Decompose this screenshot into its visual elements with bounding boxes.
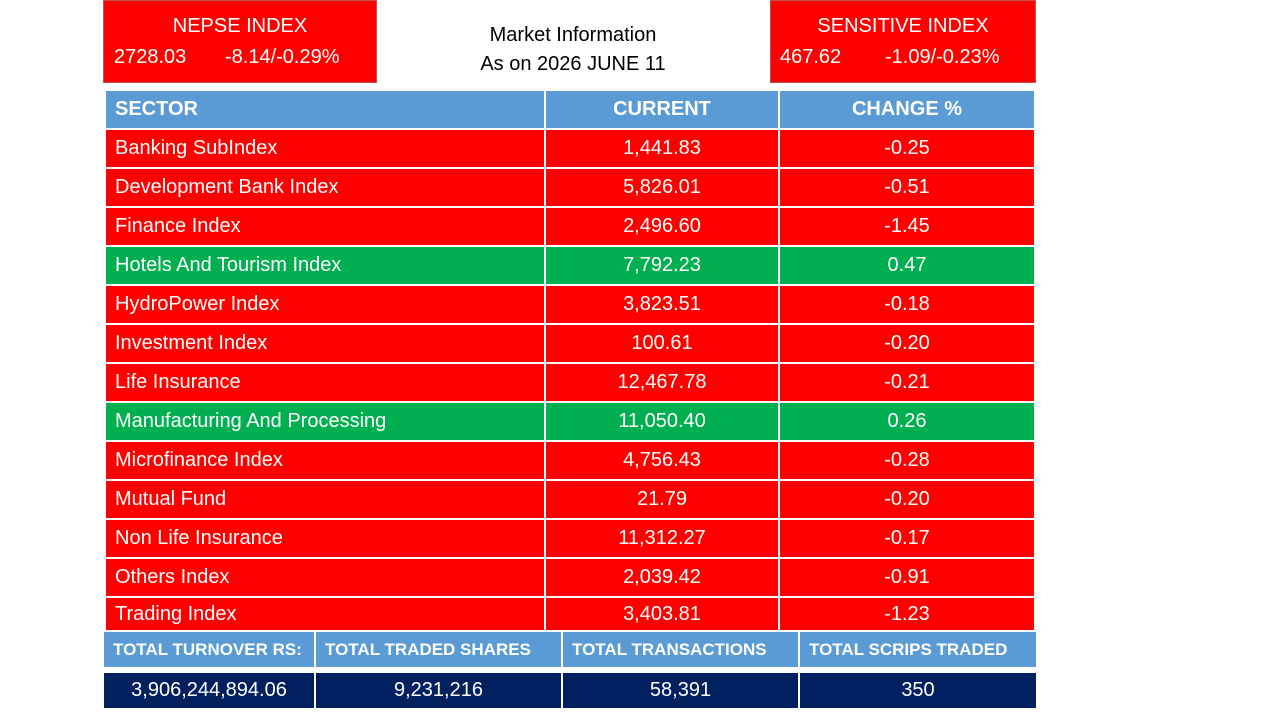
change-value: 0.26	[779, 402, 1035, 441]
sector-name: Mutual Fund	[105, 480, 545, 519]
change-value: -0.25	[779, 129, 1035, 168]
sensitive-title: SENSITIVE INDEX	[817, 15, 989, 37]
sector-name: Others Index	[105, 558, 545, 597]
sector-name: Banking SubIndex	[105, 129, 545, 168]
current-value: 2,039.42	[545, 558, 779, 597]
nepse-box: NEPSE INDEX 2728.03 -8.14/-0.29%	[103, 0, 377, 83]
change-value: -0.28	[779, 441, 1035, 480]
nepse-title: NEPSE INDEX	[172, 15, 308, 37]
summary-header: TOTAL TRADED SHARES	[315, 631, 562, 668]
change-value: -0.20	[779, 324, 1035, 363]
current-value: 21.79	[545, 480, 779, 519]
sector-name: Manufacturing And Processing	[105, 402, 545, 441]
header-title: Market Information	[489, 24, 657, 46]
sector-name: Development Bank Index	[105, 168, 545, 207]
change-value: 0.47	[779, 246, 1035, 285]
sector-name: HydroPower Index	[105, 285, 545, 324]
current-value: 12,467.78	[545, 363, 779, 402]
summary-value: 9,231,216	[315, 672, 562, 709]
sensitive-box: SENSITIVE INDEX 467.62 -1.09/-0.23%	[770, 0, 1036, 83]
header: Market Information As on 2026 JUNE 11	[440, 21, 706, 79]
current-value: 11,312.27	[545, 519, 779, 558]
current-value: 100.61	[545, 324, 779, 363]
current-value: 3,823.51	[545, 285, 779, 324]
current-value: 5,826.01	[545, 168, 779, 207]
column-header: CURRENT	[545, 90, 779, 129]
summary-header: TOTAL TRANSACTIONS	[562, 631, 799, 668]
current-value: 1,441.83	[545, 129, 779, 168]
column-header: CHANGE %	[779, 90, 1035, 129]
nepse-change: -8.14/-0.29%	[225, 46, 340, 68]
summary-value: 3,906,244,894.06	[103, 672, 315, 709]
current-value: 4,756.43	[545, 441, 779, 480]
sector-name: Investment Index	[105, 324, 545, 363]
sector-name: Non Life Insurance	[105, 519, 545, 558]
current-value: 3,403.81	[545, 597, 779, 631]
change-value: -0.21	[779, 363, 1035, 402]
change-value: -0.20	[779, 480, 1035, 519]
change-value: -0.91	[779, 558, 1035, 597]
change-value: -0.17	[779, 519, 1035, 558]
summary-header: TOTAL TURNOVER RS:	[103, 631, 315, 668]
summary-header: TOTAL SCRIPS TRADED	[799, 631, 1037, 668]
change-value: -0.51	[779, 168, 1035, 207]
sensitive-value: 467.62	[780, 46, 842, 68]
sector-name: Hotels And Tourism Index	[105, 246, 545, 285]
sector-name: Finance Index	[105, 207, 545, 246]
nepse-value: 2728.03	[114, 46, 187, 68]
change-value: -1.45	[779, 207, 1035, 246]
sector-name: Life Insurance	[105, 363, 545, 402]
sector-name: Microfinance Index	[105, 441, 545, 480]
current-value: 11,050.40	[545, 402, 779, 441]
summary-value: 350	[799, 672, 1037, 709]
change-value: -1.23	[779, 597, 1035, 631]
header-date: As on 2026 JUNE 11	[480, 53, 666, 75]
sector-name: Trading Index	[105, 597, 545, 631]
column-header: SECTOR	[105, 90, 545, 129]
change-value: -0.18	[779, 285, 1035, 324]
summary-value: 58,391	[562, 672, 799, 709]
current-value: 2,496.60	[545, 207, 779, 246]
sensitive-change: -1.09/-0.23%	[885, 46, 1000, 68]
current-value: 7,792.23	[545, 246, 779, 285]
